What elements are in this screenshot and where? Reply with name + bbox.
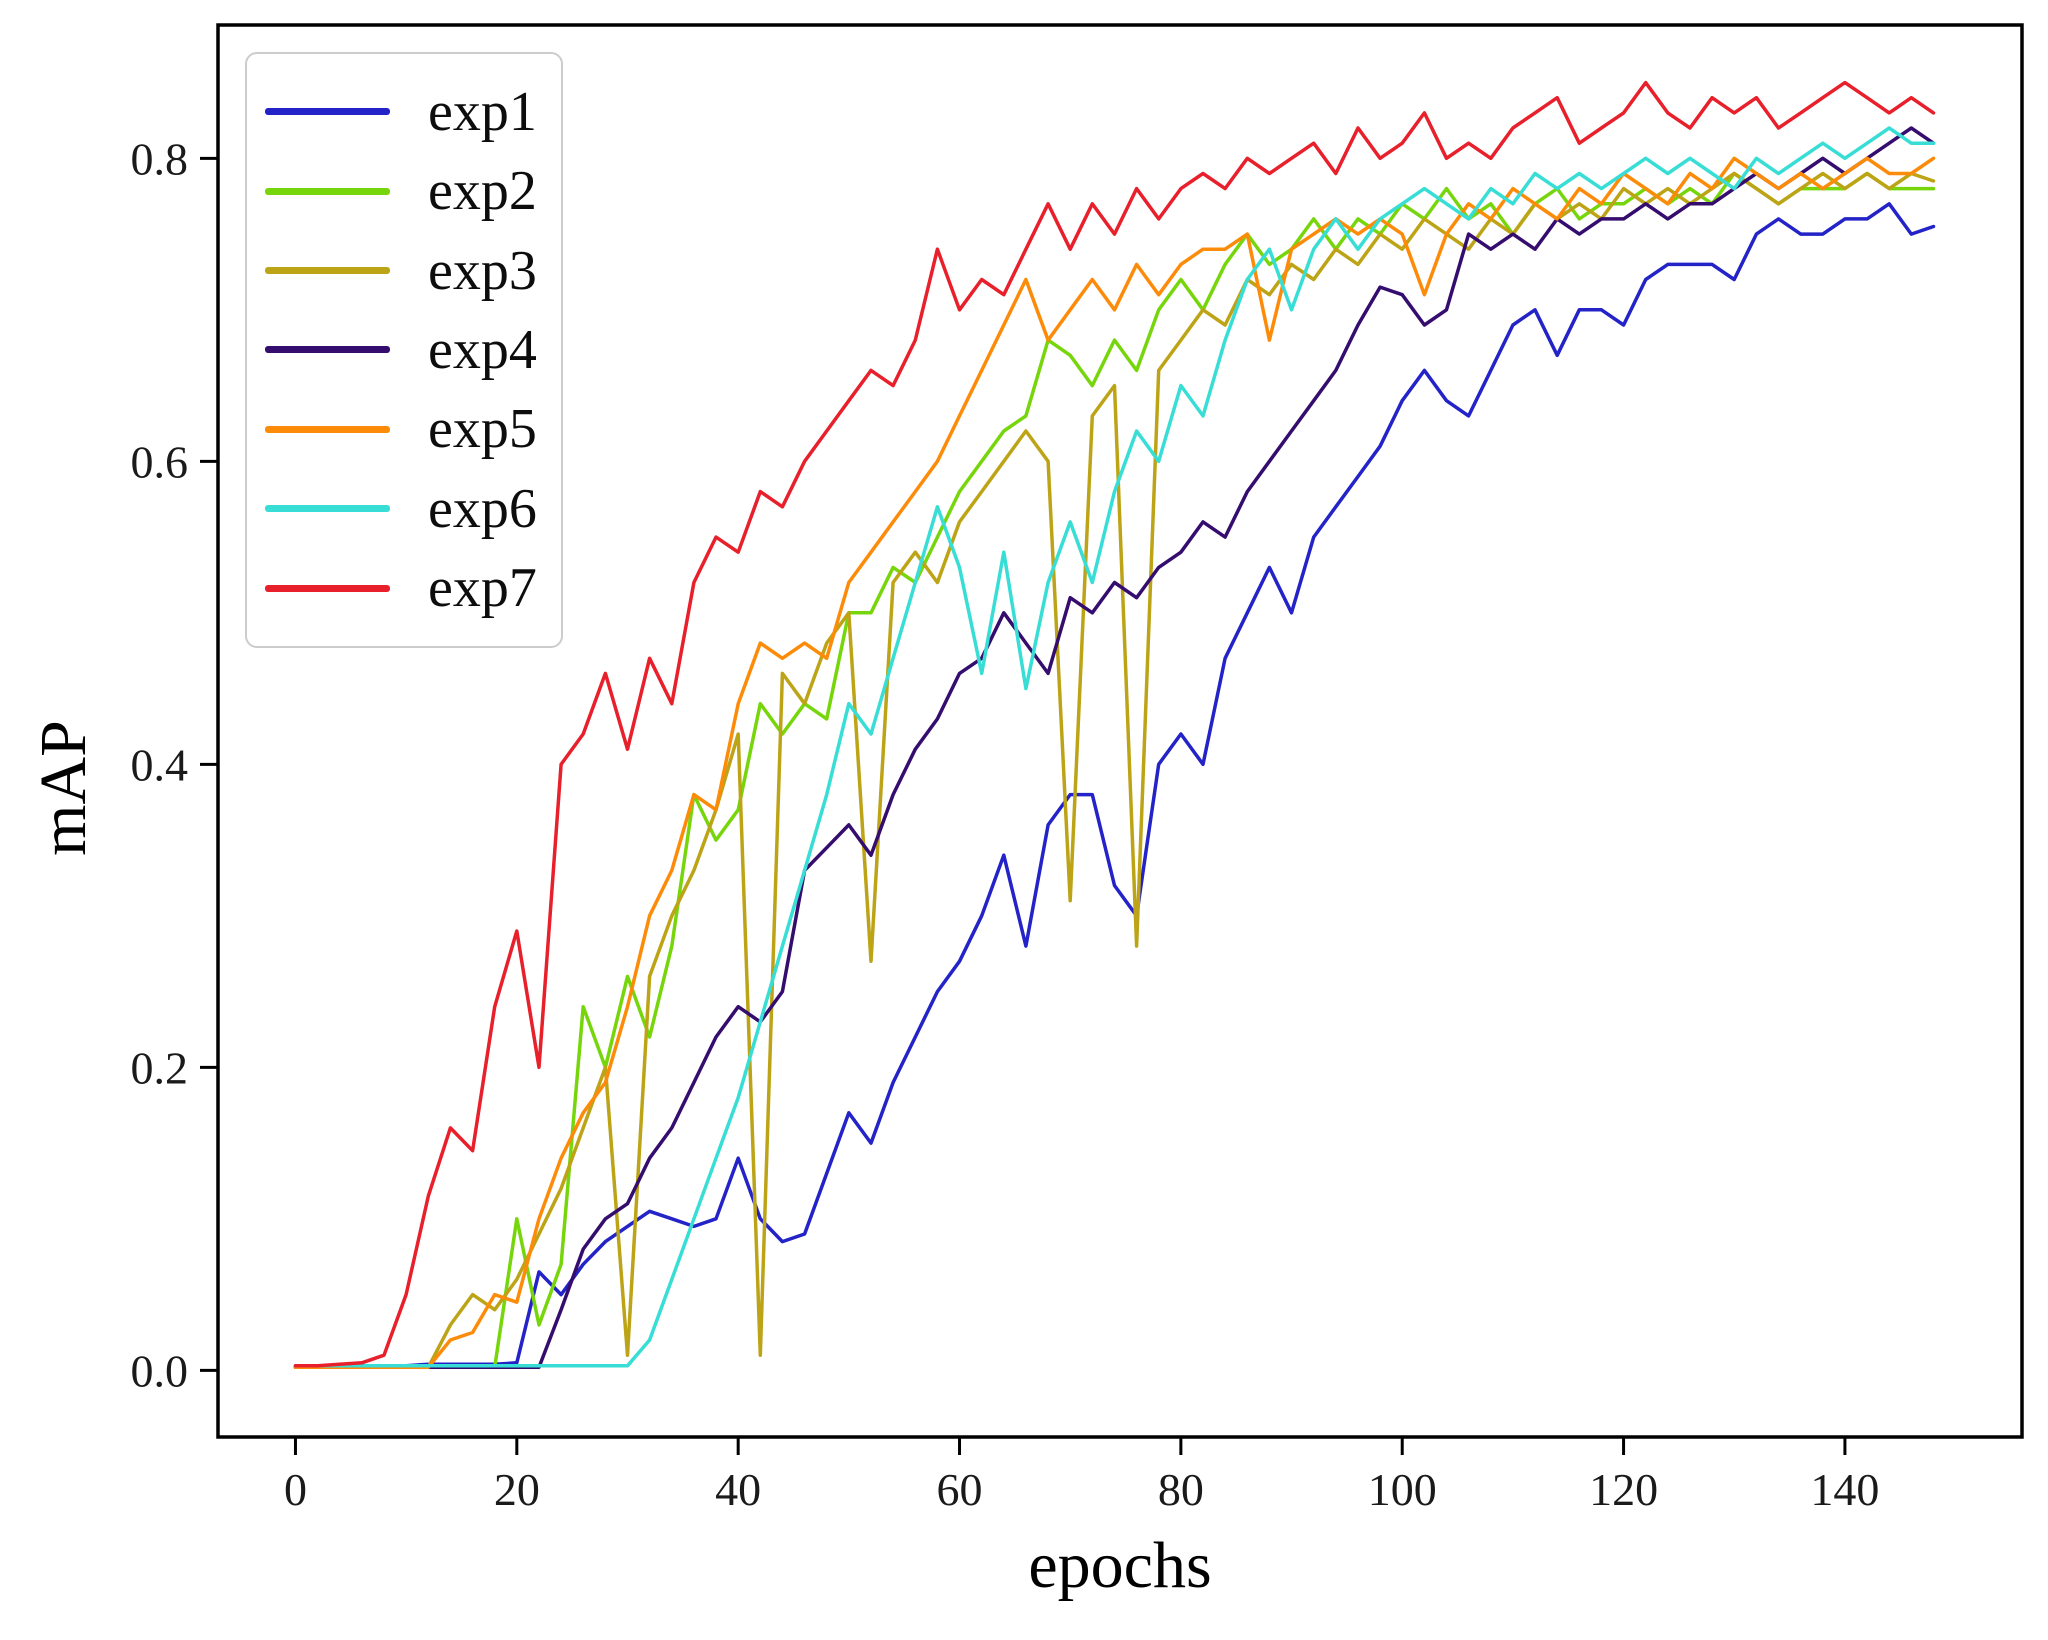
- legend-swatch-exp2: [265, 187, 390, 195]
- y-tick-label: 0.2: [131, 1042, 189, 1093]
- x-tick-label: 100: [1368, 1464, 1437, 1515]
- y-axis-label: mAP: [27, 720, 100, 856]
- legend-item-exp6: exp6: [265, 481, 561, 537]
- series-line-exp7: [293, 80, 1936, 1368]
- legend-swatch-exp3: [265, 267, 390, 275]
- y-tick-label: 0.0: [131, 1345, 189, 1396]
- x-tick-label: 60: [937, 1464, 983, 1515]
- y-tick-label: 0.6: [131, 436, 189, 487]
- legend-label-exp2: exp2: [428, 160, 537, 223]
- legend-label-exp7: exp7: [428, 557, 537, 620]
- y-tick-label: 0.8: [131, 133, 189, 184]
- x-tick-label: 20: [494, 1464, 540, 1515]
- legend: exp1 exp2 exp3 exp4 exp5 exp6 exp7: [245, 52, 563, 648]
- legend-item-exp5: exp5: [265, 401, 561, 457]
- legend-swatch-exp5: [265, 425, 390, 433]
- axes-spines: [216, 23, 2024, 1439]
- legend-swatch-exp7: [265, 584, 390, 592]
- legend-item-exp4: exp4: [265, 322, 561, 378]
- legend-item-exp7: exp7: [265, 560, 561, 616]
- series-line-exp3: [293, 171, 1936, 1370]
- legend-swatch-exp1: [265, 108, 390, 116]
- legend-swatch-exp4: [265, 346, 390, 354]
- x-tick-label: 120: [1589, 1464, 1658, 1515]
- legend-swatch-exp6: [265, 505, 390, 513]
- series-line-exp4: [293, 126, 1936, 1370]
- x-tick-label: 0: [284, 1464, 307, 1515]
- legend-item-exp2: exp2: [265, 163, 561, 219]
- x-tick-label: 80: [1158, 1464, 1204, 1515]
- legend-label-exp5: exp5: [428, 398, 537, 461]
- legend-label-exp4: exp4: [428, 318, 537, 381]
- x-tick-label: 140: [1810, 1464, 1879, 1515]
- x-axis-label: epochs: [1028, 1529, 1212, 1602]
- legend-item-exp1: exp1: [265, 84, 561, 140]
- legend-label-exp3: exp3: [428, 239, 537, 302]
- legend-label-exp6: exp6: [428, 477, 537, 540]
- x-tick-label: 40: [715, 1464, 761, 1515]
- legend-label-exp1: exp1: [428, 80, 537, 143]
- series-line-exp6: [293, 126, 1936, 1368]
- y-tick-label: 0.4: [131, 739, 189, 790]
- legend-item-exp3: exp3: [265, 243, 561, 299]
- series-line-exp5: [293, 156, 1936, 1370]
